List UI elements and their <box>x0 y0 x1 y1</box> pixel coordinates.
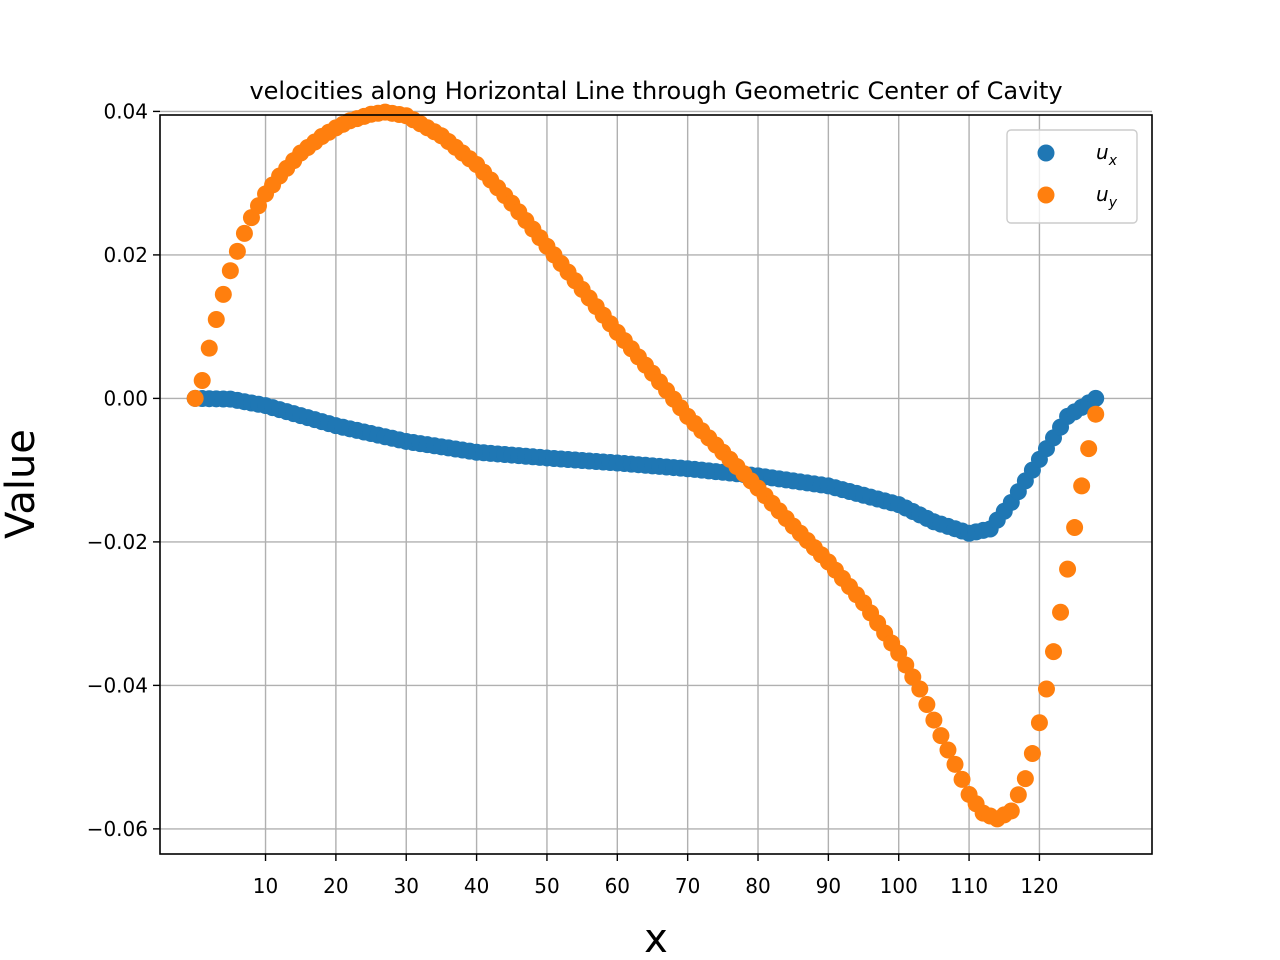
y-tick-label: 0.00 <box>103 386 148 410</box>
x-tick-label: 10 <box>253 874 278 898</box>
data-point <box>1052 603 1070 621</box>
data-point <box>1016 770 1034 788</box>
y-tick-label: 0.04 <box>103 99 148 123</box>
legend-label-ux-main: u <box>1096 140 1109 164</box>
data-point <box>1073 477 1091 495</box>
y-tick-label: −0.04 <box>87 673 148 697</box>
x-tick-label: 100 <box>880 874 918 898</box>
data-point <box>207 310 225 328</box>
legend-box <box>1006 129 1138 224</box>
y-axis-label: Value <box>0 429 44 539</box>
x-tick-label: 90 <box>816 874 841 898</box>
data-point <box>1059 560 1077 578</box>
data-point <box>1037 680 1055 698</box>
data-point <box>925 711 943 729</box>
data-point <box>911 680 929 698</box>
data-point <box>946 755 964 773</box>
data-point <box>1080 440 1098 458</box>
data-point <box>1009 786 1027 804</box>
legend-label-uy: uy <box>1096 182 1118 211</box>
data-point <box>235 224 253 242</box>
data-point <box>228 242 246 260</box>
legend-label-ux: ux <box>1096 140 1118 169</box>
data-point <box>193 371 211 389</box>
axis-ticks: 10 20 30 40 50 60 70 80 90 100 110 120 0.04 0.02 0.00 −… <box>87 99 1059 898</box>
data-point <box>939 741 957 759</box>
x-tick-label: 70 <box>675 874 700 898</box>
data-point <box>200 339 218 357</box>
legend-marker-ux <box>1037 144 1055 162</box>
legend-label-ux-subscript: x <box>1108 153 1118 169</box>
data-point <box>214 285 232 303</box>
chart-title: velocities along Horizontal Line through… <box>249 77 1062 105</box>
data-point <box>221 262 239 280</box>
data-point <box>932 727 950 745</box>
x-tick-label: 40 <box>464 874 489 898</box>
y-tick-label: 0.02 <box>103 243 148 267</box>
legend-label-uy-main: u <box>1096 182 1109 206</box>
data-point <box>918 696 936 714</box>
series-uy <box>186 103 1105 828</box>
data-point <box>1023 745 1041 763</box>
x-tick-label: 120 <box>1020 874 1058 898</box>
data-point <box>1066 519 1084 537</box>
x-tick-label: 50 <box>534 874 559 898</box>
x-tick-label: 80 <box>745 874 770 898</box>
grid <box>160 110 1152 854</box>
data-points <box>186 103 1105 828</box>
x-tick-label: 20 <box>323 874 348 898</box>
y-tick-label: −0.02 <box>87 530 148 554</box>
legend: ux uy <box>1006 129 1138 224</box>
plot-frame <box>159 114 1153 855</box>
legend-label-uy-subscript: y <box>1108 195 1118 211</box>
legend-marker-uy <box>1037 186 1055 204</box>
x-tick-label: 30 <box>394 874 419 898</box>
data-point <box>953 770 971 788</box>
plot-area <box>160 115 1152 854</box>
data-point <box>1087 389 1105 407</box>
x-tick-label: 60 <box>605 874 630 898</box>
data-point <box>1045 643 1062 661</box>
data-point <box>1002 802 1020 820</box>
y-tick-label: −0.06 <box>87 817 148 841</box>
data-point <box>1030 714 1048 732</box>
x-axis-label: x <box>644 916 668 960</box>
x-tick-label: 110 <box>950 874 988 898</box>
data-point <box>186 389 204 407</box>
data-point <box>1087 405 1105 423</box>
